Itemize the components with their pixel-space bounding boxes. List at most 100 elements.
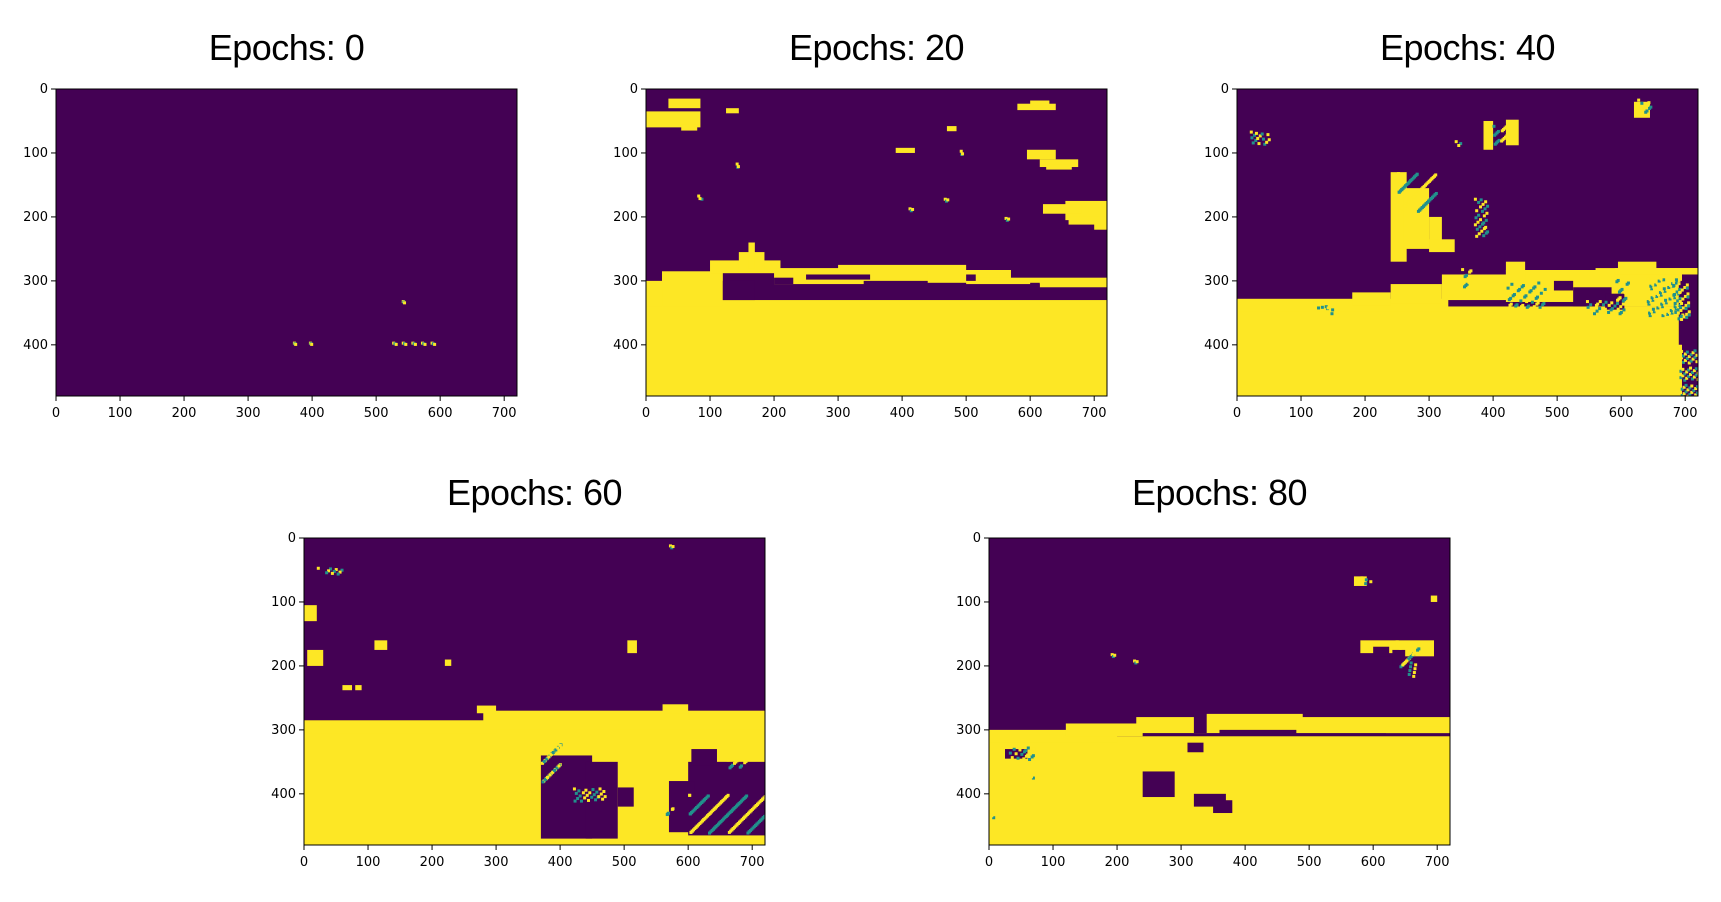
noise-speckle [1658, 307, 1662, 311]
noise-speckle [1620, 287, 1624, 291]
noise-speckle [1696, 391, 1698, 395]
noise-speckle [1664, 298, 1668, 302]
noise-speckle [1404, 184, 1408, 188]
noise-speckle [1670, 295, 1674, 299]
noise-speckle [1543, 287, 1547, 291]
noise-speckle [1266, 133, 1270, 137]
noise-speckle [1607, 310, 1611, 314]
noise-speckle [738, 765, 742, 769]
x-tick-label: 0 [52, 406, 60, 421]
noise-speckle [1513, 298, 1517, 302]
background-region [1392, 649, 1406, 666]
noise-speckle [1689, 359, 1693, 363]
noise-speckle [1326, 306, 1330, 310]
noise-speckle [587, 798, 591, 802]
noise-speckle [1008, 751, 1012, 755]
heatmap-plot-area [56, 89, 517, 396]
noise-speckle [1526, 285, 1530, 289]
noise-speckle [1678, 389, 1682, 393]
noise-speckle [1506, 286, 1510, 290]
noise-speckle [1666, 299, 1670, 303]
noise-speckle [1673, 293, 1677, 297]
noise-speckle [1651, 298, 1655, 302]
noise-speckle [1685, 312, 1689, 316]
noise-speckle [1454, 140, 1458, 144]
noise-speckle [1622, 279, 1626, 283]
background-region [1373, 646, 1390, 657]
noise-speckle [558, 743, 562, 747]
noise-speckle [573, 799, 577, 803]
noise-speckle [736, 165, 740, 169]
noise-speckle [544, 777, 548, 781]
noise-speckle [1659, 293, 1663, 297]
noise-speckle [743, 795, 747, 799]
noise-speckle [599, 792, 603, 796]
noise-speckle [1672, 280, 1676, 284]
noise-speckle [1416, 648, 1420, 652]
noise-speckle [1538, 305, 1542, 309]
noise-speckle [1649, 284, 1653, 288]
noise-speckle [1317, 306, 1321, 310]
x-tick-label: 500 [364, 406, 389, 421]
noise-speckle [761, 797, 765, 801]
axes-frame [55, 88, 518, 397]
noise-speckle [1682, 392, 1686, 396]
segmented-region [1390, 284, 1442, 304]
y-tick-label: 300 [23, 274, 48, 289]
noise-speckle [1690, 371, 1694, 375]
heatmap-plot-area [989, 538, 1450, 845]
noise-speckle [1686, 394, 1690, 396]
segmented-region [1046, 164, 1072, 170]
noise-speckle [1687, 310, 1691, 314]
y-tick-label: 0 [1221, 82, 1229, 97]
heatmap-panel-1: Epochs: 20 0 100 200 300 400 500 600 700 0 100 200 3… [613, 27, 1108, 421]
noise-speckle [1133, 659, 1137, 663]
noise-speckle [1613, 304, 1617, 308]
noise-speckle [1687, 361, 1691, 365]
noise-speckle [911, 207, 915, 211]
noise-speckle [690, 829, 694, 833]
noise-speckle [671, 545, 675, 549]
x-tick-label: 600 [676, 855, 701, 870]
segmented-region [1505, 119, 1519, 146]
y-tick-label: 300 [613, 274, 638, 289]
noise-speckle [1681, 374, 1685, 378]
noise-speckle [1032, 747, 1036, 751]
noise-speckle [1525, 305, 1529, 309]
heatmap-panel-2: Epochs: 40 0 100 200 300 400 500 600 700 0 100 200 3… [1204, 27, 1699, 421]
noise-speckle [551, 750, 555, 754]
noise-speckle [1427, 179, 1431, 183]
noise-speckle [1592, 312, 1596, 316]
noise-speckle [1652, 310, 1656, 314]
x-tick-label: 200 [172, 406, 197, 421]
y-tick-label: 0 [40, 82, 48, 97]
noise-speckle [1679, 376, 1683, 380]
noise-speckle [1685, 356, 1689, 360]
noise-speckle [1603, 307, 1607, 311]
noise-speckle [1028, 750, 1032, 754]
noise-speckle [1642, 106, 1646, 110]
noise-speckle [1655, 281, 1659, 285]
noise-speckle [1654, 308, 1658, 312]
noise-speckle [433, 342, 437, 346]
noise-speckle [1640, 101, 1644, 105]
noise-speckle [1418, 208, 1422, 212]
noise-speckle [1022, 757, 1026, 761]
noise-speckle [1680, 387, 1684, 391]
noise-speckle [731, 827, 735, 831]
noise-speckle [1401, 663, 1405, 667]
noise-speckle [545, 757, 549, 761]
background-region [806, 274, 871, 280]
noise-speckle [598, 787, 602, 791]
heatmap-panel-0: Epochs: 0 0 100 200 300 400 500 600 700 0 100 200 30… [23, 27, 518, 421]
noise-speckle [1004, 216, 1008, 220]
noise-speckle [1511, 294, 1515, 298]
panel-title: Epochs: 60 [447, 472, 622, 513]
noise-speckle [1610, 301, 1614, 305]
background-region [1553, 280, 1574, 291]
segmented-region [1039, 280, 1107, 288]
noise-speckle [1680, 356, 1684, 360]
noise-speckle [720, 800, 724, 804]
noise-speckle [943, 197, 947, 201]
